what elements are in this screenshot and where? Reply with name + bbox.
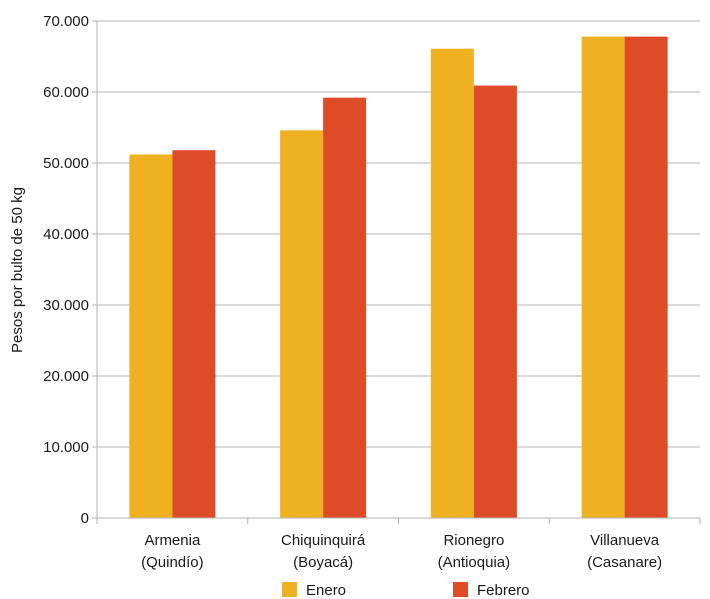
- bar-febrero-1: [323, 97, 367, 519]
- legend-label-enero: Enero: [306, 582, 346, 599]
- category-label-line1: Rionegro: [443, 532, 504, 549]
- legend: Enero Febrero: [282, 582, 530, 599]
- bar-febrero-2: [473, 85, 517, 519]
- x-axis: [96, 21, 701, 524]
- category-label-line2: (Boyacá): [293, 554, 353, 571]
- legend-swatch-enero: [282, 582, 297, 597]
- legend-swatch-febrero: [453, 582, 468, 597]
- category-labels: Armenia (Quindío) Chiquinquirá (Boyacá) Rion…: [141, 532, 662, 571]
- bar-enero-1: [280, 130, 324, 518]
- category-label-line2: (Antioquia): [438, 554, 511, 571]
- bar-enero-3: [581, 36, 625, 519]
- bar-febrero-0: [172, 150, 216, 518]
- category-label-line1: Armenia: [144, 532, 201, 549]
- y-tick-label: 40.000: [43, 226, 89, 243]
- y-tick-label: 30.000: [43, 297, 89, 314]
- y-tick-label: 20.000: [43, 368, 89, 385]
- category-label-line2: (Quindío): [141, 554, 204, 571]
- category-label-line1: Villanueva: [590, 532, 660, 549]
- category-label-line1: Chiquinquirá: [281, 532, 366, 549]
- y-axis-label: Pesos por bulto de 50 kg: [9, 187, 26, 353]
- bar-febrero-3: [624, 36, 668, 519]
- y-axis-ticks: 0 10.000 20.000 30.000 40.000 50.000 60.000 70.…: [43, 13, 97, 527]
- category-label-line2: (Casanare): [587, 554, 662, 571]
- bar-enero-0: [129, 154, 173, 519]
- bars: [129, 36, 668, 519]
- y-tick-label: 70.000: [43, 13, 89, 30]
- bar-enero-2: [430, 48, 474, 518]
- y-tick-label: 0: [81, 510, 89, 527]
- legend-label-febrero: Febrero: [477, 582, 530, 599]
- y-tick-label: 10.000: [43, 439, 89, 456]
- y-tick-label: 60.000: [43, 84, 89, 101]
- y-tick-label: 50.000: [43, 155, 89, 172]
